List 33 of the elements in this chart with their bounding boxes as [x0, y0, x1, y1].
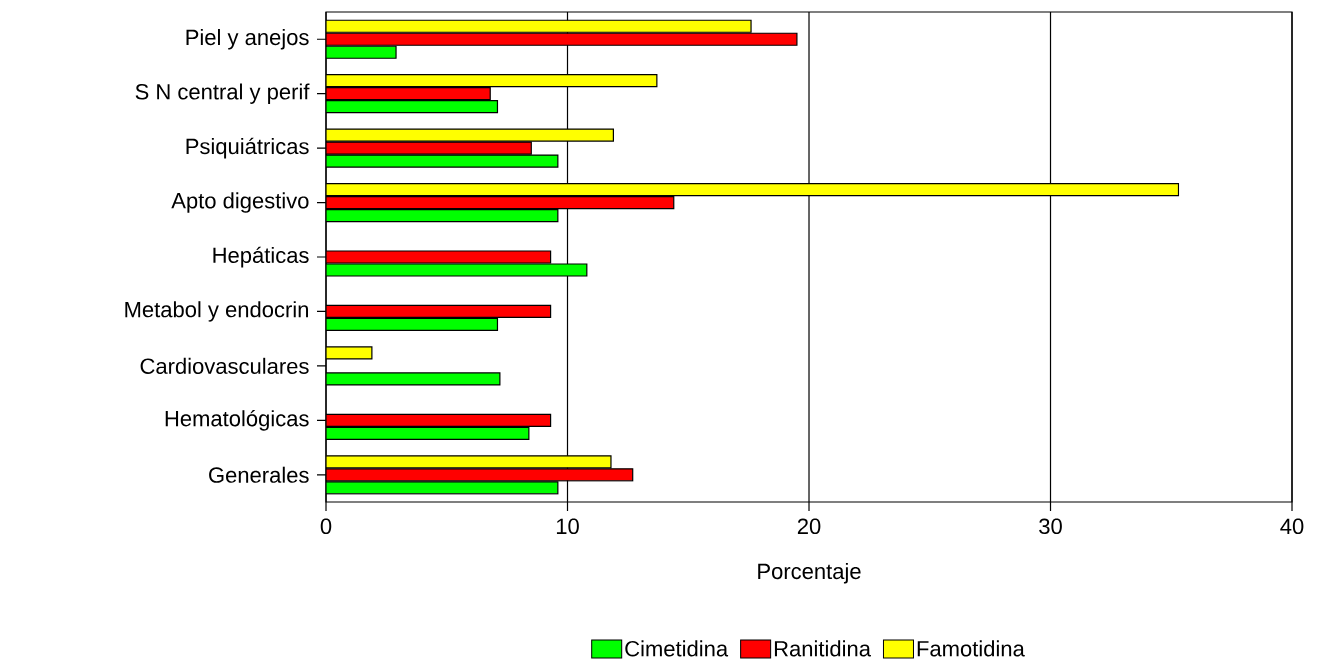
bar [326, 426, 530, 440]
y-tick-label: Apto digestivo [171, 192, 309, 213]
bar [326, 74, 658, 88]
legend-label: Ranitidina [774, 640, 871, 657]
bar [326, 87, 491, 101]
x-tick-label: 0 [320, 518, 332, 535]
x-axis-title: Porcentaje [758, 562, 861, 584]
bar [326, 317, 499, 332]
bar [326, 195, 675, 210]
legend-label: Cimetidina [625, 640, 729, 657]
y-tick-label: S N central y perif [135, 83, 310, 104]
bar [326, 468, 634, 482]
bar [326, 19, 752, 33]
legend-label: Famotidina [917, 640, 1025, 657]
x-tick-label: 40 [1280, 518, 1304, 535]
bar [326, 481, 559, 495]
y-tick-label: Hepáticas [213, 246, 309, 268]
bar [326, 413, 552, 427]
bar [326, 32, 798, 46]
y-tick-label: Metabol y endocrin [125, 301, 308, 322]
bar [326, 304, 552, 319]
y-tick-label: Generales [209, 466, 309, 483]
x-tick-label: 20 [797, 518, 821, 535]
y-tick-label: Hematológicas [165, 409, 309, 431]
y-tick-label: Piel y anejos [186, 28, 309, 50]
x-tick-label: 10 [556, 518, 579, 535]
bar [326, 455, 612, 469]
y-tick-label: Psiquiátricas [186, 137, 309, 159]
y-tick-label: Cardiovasculares [140, 357, 309, 374]
bar [326, 208, 559, 223]
bar [326, 100, 499, 114]
bar [326, 182, 1180, 197]
x-tick-label: 30 [1039, 518, 1062, 535]
